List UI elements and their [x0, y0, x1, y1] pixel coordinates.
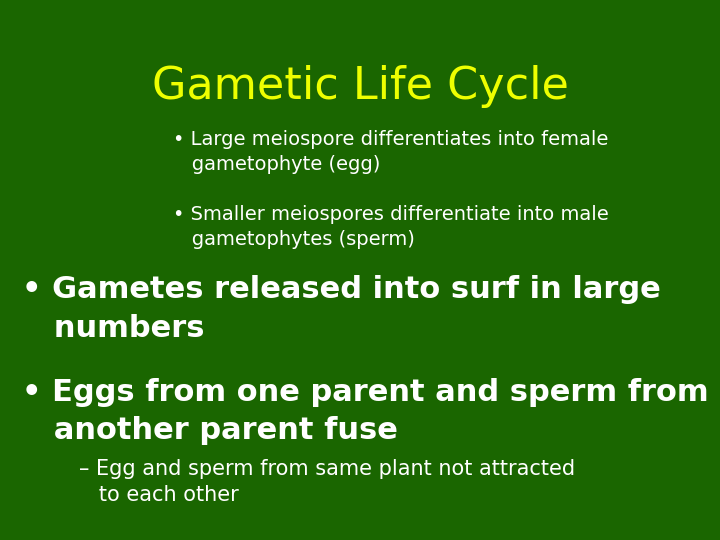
Text: • Smaller meiospores differentiate into male
   gametophytes (sperm): • Smaller meiospores differentiate into …	[173, 205, 608, 249]
Text: Gametic Life Cycle: Gametic Life Cycle	[152, 65, 568, 108]
Text: • Large meiospore differentiates into female
   gametophyte (egg): • Large meiospore differentiates into fe…	[173, 130, 608, 173]
Text: • Eggs from one parent and sperm from
   another parent fuse: • Eggs from one parent and sperm from an…	[22, 378, 708, 445]
Text: • Gametes released into surf in large
   numbers: • Gametes released into surf in large nu…	[22, 275, 660, 342]
Text: – Egg and sperm from same plant not attracted
   to each other: – Egg and sperm from same plant not attr…	[79, 459, 575, 505]
